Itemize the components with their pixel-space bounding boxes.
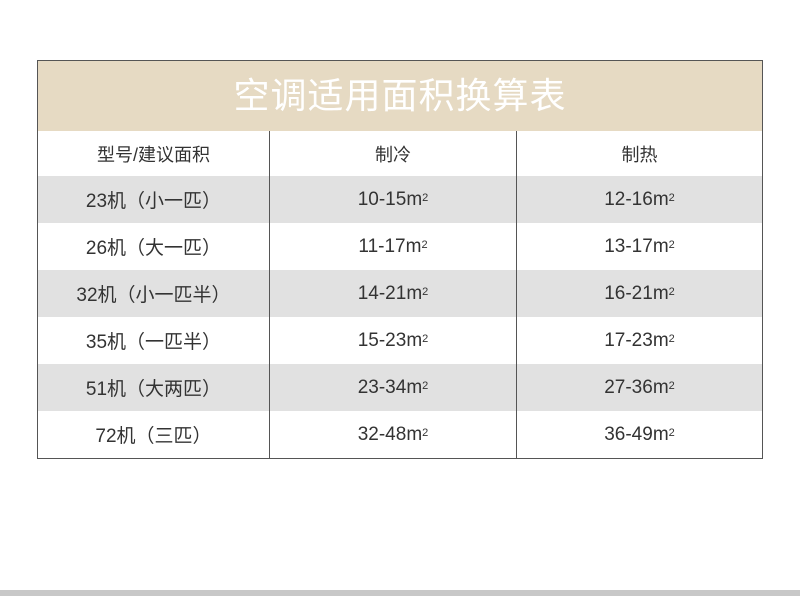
cooling-text: 32-48m (357, 423, 423, 445)
bottom-divider (0, 590, 800, 596)
cooling-cell: 32-48m 2 (270, 411, 517, 458)
heating-cell: 12-16m 2 (517, 176, 762, 223)
heating-text: 27-36m (604, 376, 669, 398)
unit-superscript: 2 (422, 379, 429, 392)
model-text: 51机（大两匹） (85, 379, 222, 400)
heating-cell: 17-23m 2 (517, 317, 762, 364)
heating-cell: 36-49m 2 (517, 411, 762, 458)
unit-superscript: 2 (668, 191, 675, 204)
unit-superscript: 2 (668, 332, 675, 345)
unit-superscript: 2 (668, 238, 675, 251)
model-text: 35机（一匹半） (85, 332, 222, 353)
model-cell: 23机（小一匹） (38, 176, 270, 223)
unit-superscript: 2 (668, 379, 675, 392)
unit-superscript: 2 (422, 191, 429, 204)
cooling-text: 15-23m (357, 329, 423, 351)
unit-superscript: 2 (422, 426, 429, 439)
table-row: 51机（大两匹） 23-34m 2 27-36m 2 (38, 364, 762, 411)
table-row: 35机（一匹半） 15-23m 2 17-23m 2 (38, 317, 762, 364)
cooling-cell: 11-17m 2 (270, 223, 517, 270)
table-row: 32机（小一匹半） 14-21m 2 16-21m 2 (38, 270, 762, 317)
model-cell: 51机（大两匹） (38, 364, 270, 411)
cooling-cell: 14-21m 2 (270, 270, 517, 317)
model-text: 23机（小一匹） (85, 191, 222, 212)
cooling-text: 23-34m (357, 376, 423, 398)
cooling-cell: 15-23m 2 (270, 317, 517, 364)
header-cooling: 制冷 (270, 131, 517, 176)
cooling-text: 10-15m (357, 188, 423, 210)
table-row: 26机（大一匹） 11-17m 2 13-17m 2 (38, 223, 762, 270)
model-cell: 72机（三匹） (38, 411, 270, 458)
header-row: 型号/建议面积 制冷 制热 (38, 131, 762, 176)
heating-text: 13-17m (604, 235, 669, 257)
unit-superscript: 2 (422, 332, 429, 345)
heating-cell: 27-36m 2 (517, 364, 762, 411)
model-text: 32机（小一匹半） (76, 285, 231, 306)
cooling-cell: 10-15m 2 (270, 176, 517, 223)
table-row: 72机（三匹） 32-48m 2 36-49m 2 (38, 411, 762, 458)
model-cell: 26机（大一匹） (38, 223, 270, 270)
unit-superscript: 2 (668, 426, 675, 439)
area-conversion-table: 空调适用面积换算表 型号/建议面积 制冷 制热 23机（小一匹） 10-15m 2 1… (37, 60, 763, 459)
model-cell: 32机（小一匹半） (38, 270, 270, 317)
unit-superscript: 2 (421, 238, 428, 251)
table-row: 23机（小一匹） 10-15m 2 12-16m 2 (38, 176, 762, 223)
cooling-text: 11-17m (358, 235, 422, 257)
table-title: 空调适用面积换算表 (38, 61, 762, 131)
heating-text: 36-49m (604, 423, 669, 445)
cooling-text: 14-21m (357, 282, 423, 304)
model-text: 26机（大一匹） (85, 238, 222, 259)
heating-cell: 13-17m 2 (517, 223, 762, 270)
cooling-cell: 23-34m 2 (270, 364, 517, 411)
unit-superscript: 2 (422, 285, 429, 298)
model-text: 72机（三匹） (95, 426, 212, 447)
header-heating: 制热 (621, 144, 658, 165)
heating-text: 12-16m (604, 188, 669, 210)
header-model: 型号/建议面积 (38, 131, 270, 176)
heating-text: 16-21m (604, 282, 669, 304)
heating-text: 17-23m (604, 329, 669, 351)
model-cell: 35机（一匹半） (38, 317, 270, 364)
heating-cell: 16-21m 2 (517, 270, 762, 317)
unit-superscript: 2 (668, 285, 675, 298)
